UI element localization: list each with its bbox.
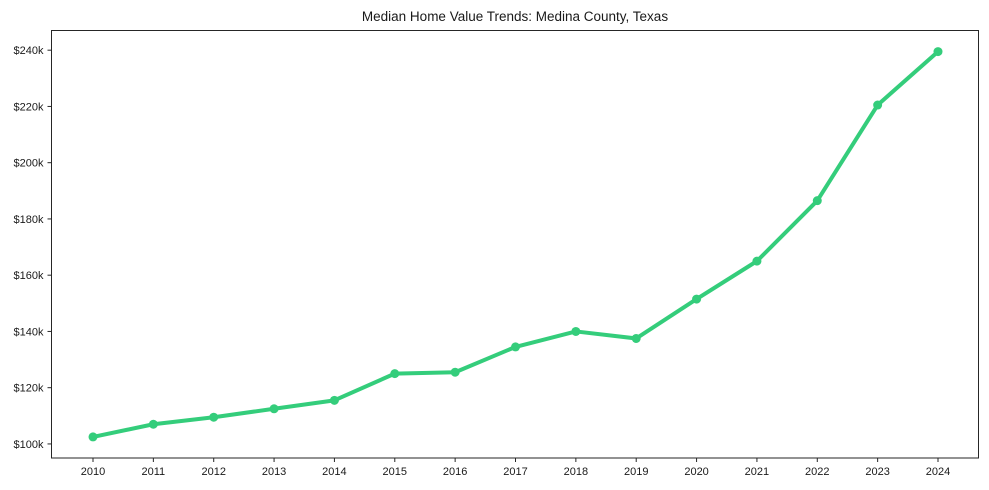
data-point-2014 <box>329 395 339 405</box>
y-tick-label: $140k <box>14 326 44 338</box>
x-tick-label: 2018 <box>564 466 588 478</box>
x-tick-label: 2016 <box>443 466 467 478</box>
data-point-2010 <box>88 432 98 442</box>
x-tick-label: 2022 <box>805 466 829 478</box>
axes-layer: $100k $120k $140k $160k $180k $200k $220k $240k… <box>14 30 979 478</box>
data-point-2019 <box>631 333 641 343</box>
data-point-2021 <box>752 256 762 266</box>
data-point-2022 <box>812 196 822 206</box>
trend-line <box>91 49 940 439</box>
data-point-2011 <box>148 419 158 429</box>
data-point-2020 <box>692 294 702 304</box>
data-point-2016 <box>450 367 460 377</box>
data-point-2012 <box>209 412 219 422</box>
y-tick-label: $100k <box>14 439 44 451</box>
x-tick-label: 2011 <box>142 466 166 478</box>
y-tick-label: $160k <box>14 270 44 282</box>
y-tick-label: $240k <box>14 45 44 57</box>
data-point-2015 <box>390 369 400 379</box>
x-tick-label: 2013 <box>262 466 286 478</box>
chart-title: Median Home Value Trends: Medina County,… <box>362 9 668 24</box>
y-tick-label: $200k <box>14 158 44 170</box>
data-point-2017 <box>511 342 520 352</box>
x-tick-label: 2017 <box>503 466 527 478</box>
data-point-2024 <box>933 47 943 57</box>
x-tick-label: 2012 <box>201 466 225 478</box>
x-tick-label: 2019 <box>624 466 648 478</box>
x-tick-label: 2010 <box>81 466 105 478</box>
x-tick-label: 2020 <box>684 466 708 478</box>
data-point-2013 <box>269 404 279 414</box>
x-tick-label: 2021 <box>745 466 769 478</box>
series-layer <box>88 47 943 442</box>
plot-border <box>51 30 979 459</box>
data-point-2023 <box>873 100 883 110</box>
y-tick-label: $180k <box>14 214 44 226</box>
y-tick-label: $220k <box>14 101 44 113</box>
y-tick-label: $120k <box>14 383 44 395</box>
x-tick-label: 2024 <box>926 466 950 478</box>
x-tick-label: 2015 <box>383 466 407 478</box>
x-tick-label: 2023 <box>865 466 889 478</box>
x-tick-label: 2014 <box>322 466 346 478</box>
data-point-2018 <box>571 326 581 336</box>
